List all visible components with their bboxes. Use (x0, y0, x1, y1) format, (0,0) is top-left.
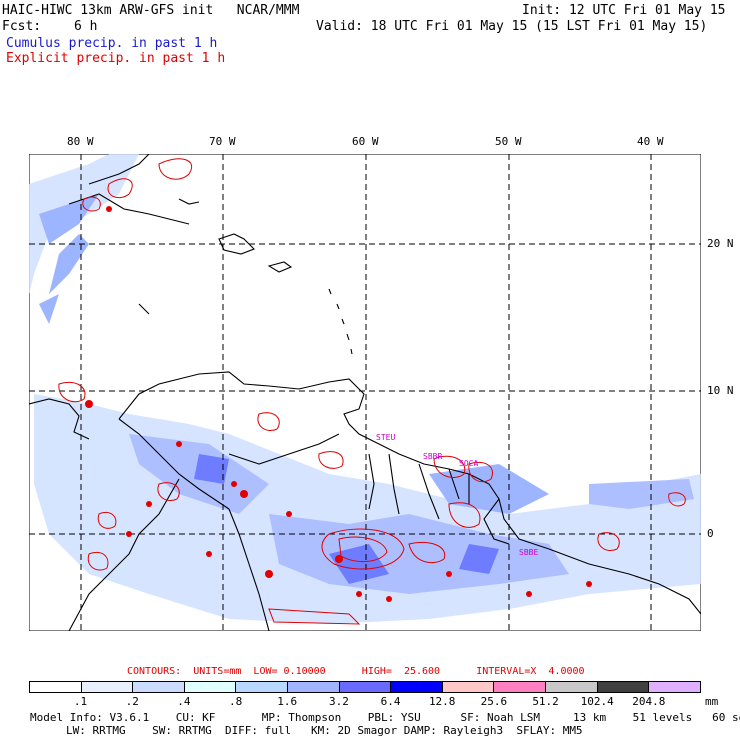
station-label-sbbr: SBBR (423, 452, 442, 461)
colorbar-tick-label: .1 (73, 695, 88, 708)
model-info-line-2: LW: RRTMG SW: RRTMG DIFF: full KM: 2D Sm… (66, 724, 583, 737)
lon-label-60w: 60 W (352, 135, 379, 148)
station-labels: STEU SBBR SOCA SBBE (376, 433, 538, 557)
init-time: Init: 12 UTC Fri 01 May 15 (522, 3, 726, 18)
colorbar-tick-label: 25.6 (480, 695, 508, 708)
colorbar-cell (546, 682, 598, 692)
colorbar-cell (339, 682, 392, 692)
contour-info: CONTOURS: UNITS=mm LOW= 0.10000 HIGH= 25… (127, 666, 585, 677)
explicit-precip-cores (85, 206, 592, 602)
cumulus-precip-layer (29, 154, 701, 624)
lat-label-equator: 0 (707, 527, 714, 540)
lon-label-50w: 50 W (495, 135, 522, 148)
station-label-soca: SOCA (459, 459, 478, 468)
lon-label-80w: 80 W (67, 135, 94, 148)
forecast-label: Fcst: (2, 19, 42, 34)
colorbar-cell (30, 682, 82, 692)
colorbar-cell (81, 682, 134, 692)
colorbar-tick-label: 1.6 (277, 695, 298, 708)
cumulus-legend-line: Cumulus precip. in past 1 h (6, 36, 218, 51)
lat-label-10n: 10 N (707, 384, 734, 397)
lon-label-70w: 70 W (209, 135, 236, 148)
colorbar-cell (494, 682, 547, 692)
colorbar-unit: mm (705, 695, 719, 708)
colorbar-cell (288, 682, 340, 692)
forecast-value: 6 h (74, 19, 98, 34)
colorbar-cell (184, 682, 237, 692)
model-info-line-1: Model Info: V3.6.1 CU: KF MP: Thompson P… (30, 711, 740, 724)
map-title: HAIC-HIWC 13km ARW-GFS init NCAR/MMM (2, 3, 300, 18)
colorbar-tick-label: .8 (228, 695, 243, 708)
colorbar-cell (649, 682, 700, 692)
precip-map: STEU SBBR SOCA SBBE (29, 154, 701, 631)
explicit-precip-contours (58, 158, 686, 625)
lon-label-40w: 40 W (637, 135, 664, 148)
precip-colorbar (29, 681, 701, 693)
colorbar-tick-label: 102.4 (580, 695, 614, 708)
colorbar-cell (442, 682, 495, 692)
valid-time: Valid: 18 UTC Fri 01 May 15 (15 LST Fri … (316, 19, 708, 34)
colorbar-cell (236, 682, 289, 692)
station-label-sbbe: SBBE (519, 548, 538, 557)
lat-lon-grid (29, 154, 701, 631)
colorbar-cell (597, 682, 650, 692)
colorbar-tick-label: 51.2 (532, 695, 559, 708)
colorbar-tick-label: 204.8 (632, 695, 666, 708)
coastlines (29, 154, 701, 631)
colorbar-cell (391, 682, 443, 692)
explicit-legend-line: Explicit precip. in past 1 h (6, 51, 226, 66)
colorbar-cell (133, 682, 185, 692)
colorbar-tick-label: 3.2 (328, 695, 349, 708)
colorbar-tick-label: .4 (177, 695, 191, 708)
colorbar-tick-label: .2 (125, 695, 139, 708)
lat-label-20n: 20 N (707, 237, 734, 250)
colorbar-tick-label: 12.8 (428, 695, 456, 708)
station-label-steu: STEU (376, 433, 395, 442)
colorbar-tick-label: 6.4 (380, 695, 401, 708)
